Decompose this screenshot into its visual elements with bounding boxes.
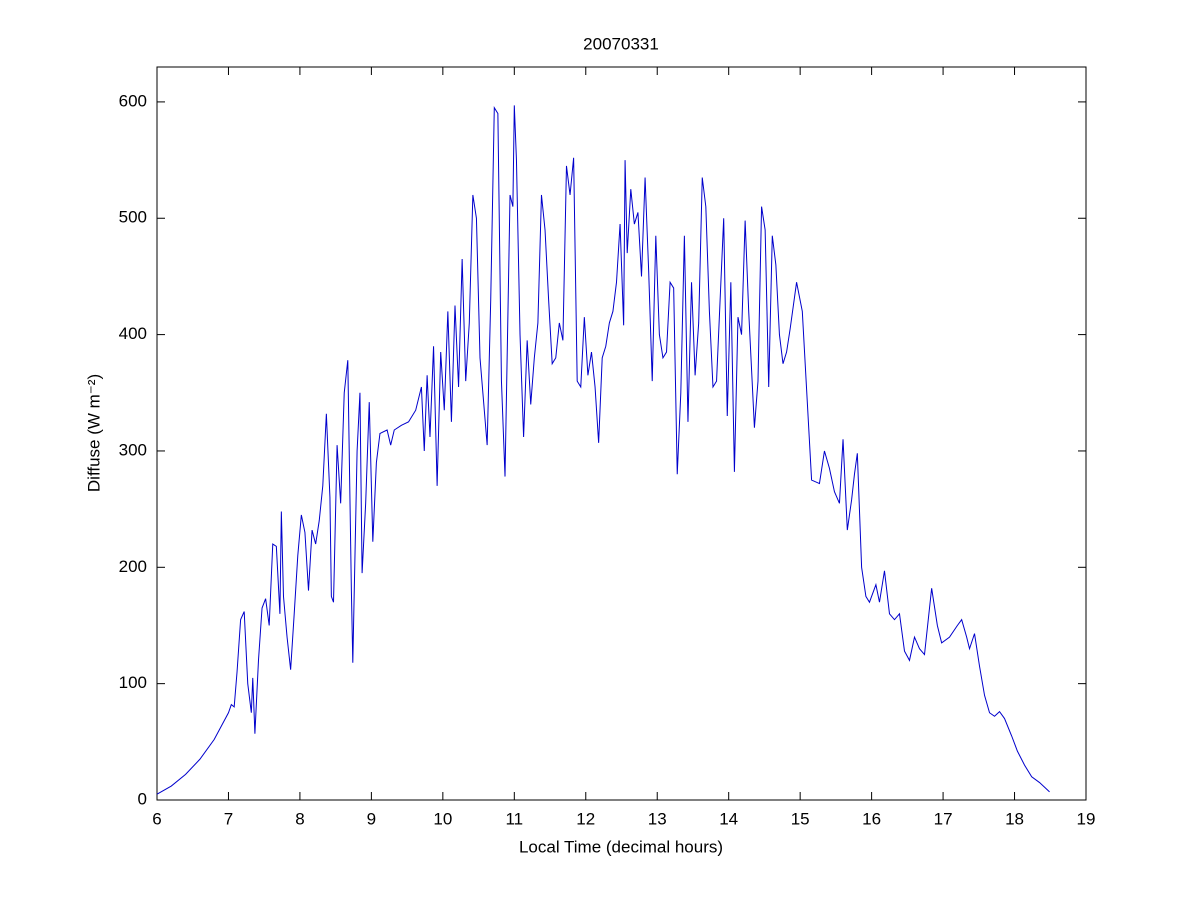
x-tick-label: 14 (719, 809, 738, 828)
x-tick-label: 8 (295, 809, 304, 828)
y-tick-label: 400 (119, 324, 147, 343)
y-tick-label: 300 (119, 440, 147, 459)
x-tick-label: 12 (576, 809, 595, 828)
y-tick-label: 100 (119, 673, 147, 692)
x-tick-label: 7 (224, 809, 233, 828)
y-axis-label: Diffuse (W m⁻²) (84, 374, 103, 492)
x-tick-label: 6 (152, 809, 161, 828)
y-tick-label: 0 (138, 789, 147, 808)
x-axis-label: Local Time (decimal hours) (519, 837, 723, 856)
x-tick-label: 18 (1005, 809, 1024, 828)
x-tick-label: 13 (648, 809, 667, 828)
x-tick-label: 17 (934, 809, 953, 828)
x-tick-label: 10 (433, 809, 452, 828)
x-tick-label: 19 (1077, 809, 1096, 828)
plot-frame (156, 66, 1087, 801)
data-line (156, 105, 1050, 795)
x-tick-label: 15 (791, 809, 810, 828)
chart-title: 20070331 (583, 34, 659, 53)
y-tick-label: 600 (119, 91, 147, 110)
y-tick-label: 500 (119, 208, 147, 227)
x-tick-label: 9 (367, 809, 376, 828)
x-tick-label: 11 (505, 809, 523, 828)
y-tick-label: 200 (119, 557, 147, 576)
x-tick-label: 16 (862, 809, 881, 828)
